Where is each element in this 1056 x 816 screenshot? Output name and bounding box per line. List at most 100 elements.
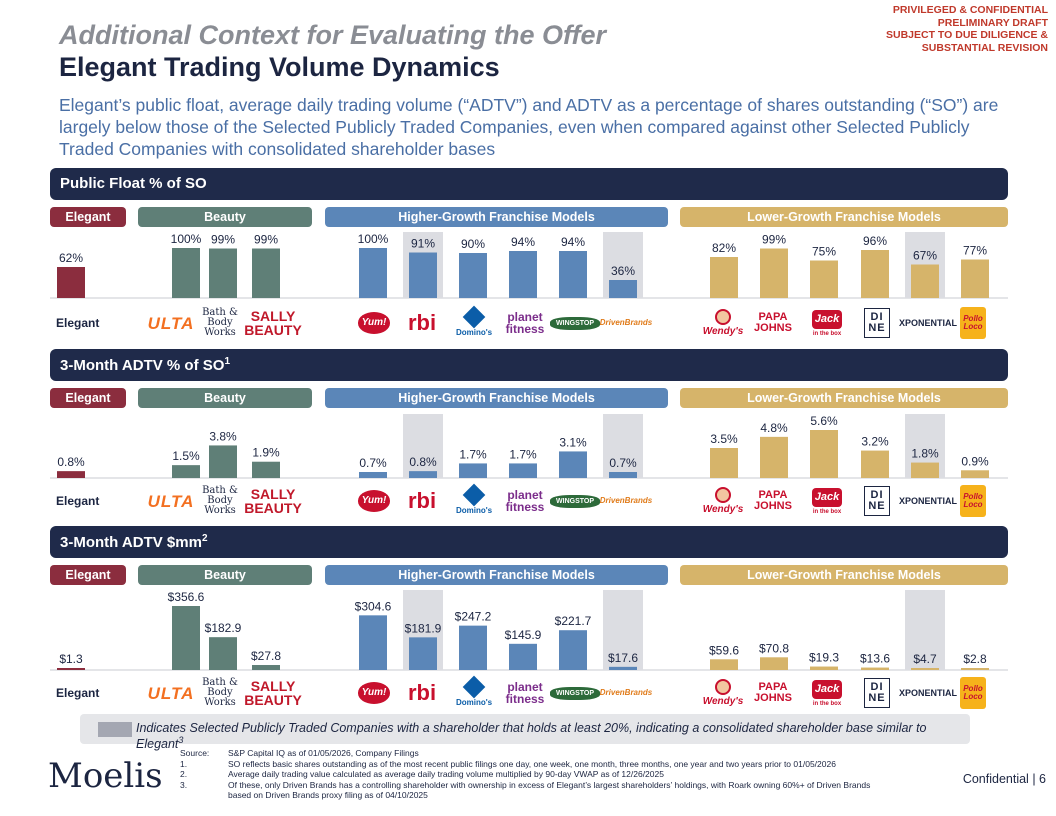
data-label: 0.8% bbox=[57, 455, 85, 469]
bar-el-pollo-loco bbox=[961, 668, 989, 670]
bar-ulta bbox=[172, 248, 200, 298]
dine-brands-logo: DI NE bbox=[864, 308, 890, 338]
section-bar-public-float: Public Float % of SO bbox=[50, 168, 1008, 200]
driven-brands-logo: DrivenBrands bbox=[600, 308, 652, 338]
dine-logo-text: DI NE bbox=[868, 681, 886, 704]
dine-logo-text: DI NE bbox=[868, 311, 886, 334]
data-label: 67% bbox=[913, 249, 937, 263]
bar-ulta bbox=[172, 606, 200, 670]
ulta-logo-text: ULTA bbox=[147, 683, 195, 703]
dominos-logo: Domino's bbox=[454, 305, 494, 338]
group-header-elegant: Elegant bbox=[50, 207, 126, 227]
bar-wingstop bbox=[559, 251, 587, 298]
sally-beauty-logo: SALLY BEAUTY bbox=[244, 308, 302, 338]
jack-in-the-box-logo: Jack in the box bbox=[810, 308, 844, 338]
data-label: $304.6 bbox=[355, 599, 392, 613]
data-label: 36% bbox=[611, 264, 635, 278]
wingstop-logo: WINGSTOP bbox=[550, 486, 600, 516]
data-label: $27.8 bbox=[251, 649, 281, 663]
rbi-logo-text: rbi bbox=[407, 310, 437, 335]
bar-jack-in-the-box bbox=[810, 666, 838, 670]
data-label: $145.9 bbox=[505, 628, 542, 642]
bar-bath-body-works bbox=[209, 445, 237, 478]
bar-el-pollo-loco bbox=[961, 470, 989, 478]
jack-logo-sub: in the box bbox=[812, 330, 842, 337]
planet-fitness-logo: planet fitness bbox=[502, 678, 548, 708]
logo-row: Elegant ULTA Bath & Body Works SALLY BEA… bbox=[50, 482, 1008, 520]
logo-row: Elegant ULTA Bath & Body Works SALLY BEA… bbox=[50, 304, 1008, 342]
pollo-logo-text: Pollo Loco bbox=[960, 677, 986, 709]
conf-line-4: SUBSTANTIAL REVISION bbox=[921, 41, 1048, 54]
dominos-logo: Domino's bbox=[454, 675, 494, 708]
group-header-beauty: Beauty bbox=[138, 565, 312, 585]
data-label: 0.7% bbox=[359, 456, 387, 470]
el-pollo-loco-logo: Pollo Loco bbox=[960, 307, 986, 339]
el-pollo-loco-logo: Pollo Loco bbox=[960, 677, 986, 709]
yum-logo-text: Yum! bbox=[357, 490, 391, 512]
bar-yum- bbox=[359, 472, 387, 478]
chart-adtv-mm-svg: $1.3 $356.6 $182.9 $27.8 $304.6 $181.9 $247.2 $… bbox=[50, 590, 1008, 671]
planet-logo-text: planet fitness bbox=[505, 680, 545, 706]
bar-driven-brands bbox=[609, 472, 637, 478]
bar-papa-john-s bbox=[760, 436, 788, 478]
moelis-logo: Moelis bbox=[48, 756, 163, 796]
bar-domino-s bbox=[459, 253, 487, 298]
bar-el-pollo-loco bbox=[961, 259, 989, 298]
dominos-logo-text: Domino's bbox=[455, 698, 493, 707]
bar-planet-fitness bbox=[509, 463, 537, 478]
group-header-higher-growth: Higher-Growth Franchise Models bbox=[325, 207, 668, 227]
pollo-logo-text: Pollo Loco bbox=[960, 485, 986, 517]
bar-planet-fitness bbox=[509, 643, 537, 670]
planet-logo-text: planet fitness bbox=[505, 488, 545, 514]
data-label: 94% bbox=[561, 235, 585, 249]
papa-logo-text: PAPA JOHNS bbox=[754, 311, 792, 334]
jack-logo-text: Jack bbox=[811, 679, 843, 699]
chart-adtv-mm: $1.3 $356.6 $182.9 $27.8 $304.6 $181.9 $247.2 $… bbox=[50, 588, 1008, 672]
bar-ulta bbox=[172, 465, 200, 478]
data-label: $2.8 bbox=[963, 652, 987, 666]
section-bar-adtv-mm: 3-Month ADTV $mm2 bbox=[50, 526, 1008, 558]
bath-logo-text: Bath & Body Works bbox=[202, 307, 238, 338]
bar-elegant bbox=[57, 471, 85, 478]
conf-line-2: PRELIMINARY DRAFT bbox=[937, 16, 1048, 29]
highlight-column bbox=[905, 590, 945, 670]
bar-jack-in-the-box bbox=[810, 430, 838, 478]
rbi-logo-text: rbi bbox=[407, 488, 437, 513]
rbi-logo-text: rbi bbox=[407, 680, 437, 705]
bar-planet-fitness bbox=[509, 251, 537, 298]
ulta-logo-text: ULTA bbox=[147, 313, 195, 333]
jack-logo-sub: in the box bbox=[812, 700, 842, 707]
footnote-text: SO reflects basic shares outstanding as … bbox=[228, 758, 836, 769]
footnote-text: Average daily trading value calculated a… bbox=[228, 769, 664, 779]
wingstop-logo: WINGSTOP bbox=[550, 308, 600, 338]
dine-brands-logo: DI NE bbox=[864, 486, 890, 516]
papa-logo-text: PAPA JOHNS bbox=[754, 681, 792, 704]
highlight-column bbox=[603, 414, 643, 478]
bar-rbi bbox=[409, 637, 437, 670]
yum-logo: Yum! bbox=[357, 486, 391, 516]
bar-rbi bbox=[409, 471, 437, 478]
pollo-logo-text: Pollo Loco bbox=[960, 307, 986, 339]
data-label: 99% bbox=[211, 233, 235, 247]
group-header-elegant: Elegant bbox=[50, 388, 126, 408]
group-header-lower-growth: Lower-Growth Franchise Models bbox=[680, 565, 1008, 585]
conf-line-1: PRIVILEGED & CONFIDENTIAL bbox=[892, 4, 1048, 16]
elegant-logo-label: Elegant bbox=[56, 316, 100, 330]
sally-beauty-logo: SALLY BEAUTY bbox=[244, 678, 302, 708]
bar-sally-beauty bbox=[252, 665, 280, 670]
data-label: 0.7% bbox=[609, 456, 637, 470]
wendys-face-icon bbox=[715, 679, 731, 695]
chart-adtv-pct: 0.8% 1.5% 3.8% 1.9% 0.7% 0.8% 1.7% 1.7% 3.1% 0.7%… bbox=[50, 412, 1008, 480]
bar-xponential bbox=[911, 264, 939, 298]
wendys-logo: Wendy's bbox=[703, 678, 743, 708]
legend-text: Indicates Selected Publicly Traded Compa… bbox=[136, 721, 927, 752]
elegant-logo-label: Elegant bbox=[56, 494, 100, 508]
data-label: 3.5% bbox=[710, 432, 738, 446]
data-label: 100% bbox=[171, 232, 202, 246]
section-bar-adtv-pct: 3-Month ADTV % of SO1 bbox=[50, 349, 1008, 381]
sally-beauty-logo: SALLY BEAUTY bbox=[244, 486, 302, 516]
data-label: 1.9% bbox=[252, 446, 280, 460]
group-header-lower-growth: Lower-Growth Franchise Models bbox=[680, 207, 1008, 227]
rbi-logo: rbi bbox=[402, 678, 442, 708]
footer-separator: | bbox=[1032, 772, 1036, 786]
